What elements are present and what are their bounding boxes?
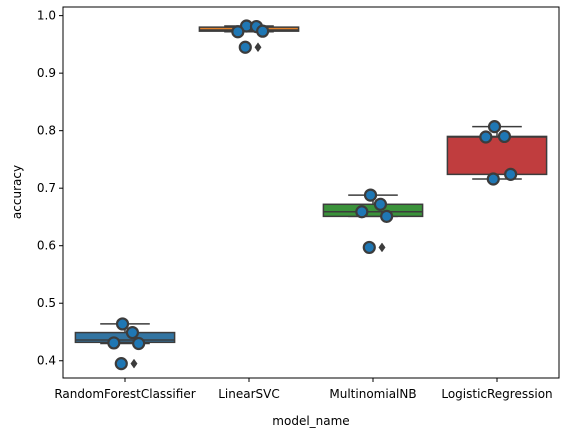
y-tick-label: 1.0	[37, 9, 56, 23]
data-point	[497, 129, 512, 144]
x-axis: RandomForestClassifier LinearSVC Multinomi…	[54, 378, 553, 401]
points-layer	[107, 19, 518, 371]
y-tick-label: 0.4	[37, 354, 56, 368]
x-tick-label: LinearSVC	[218, 387, 280, 401]
data-point	[238, 40, 252, 54]
y-axis: 0.4 0.5 0.6 0.7 0.8 0.9 1.0	[37, 9, 63, 368]
data-point	[355, 205, 369, 219]
y-tick-label: 0.6	[37, 239, 56, 253]
box	[446, 135, 548, 176]
x-axis-title: model_name	[272, 414, 349, 428]
data-point	[231, 25, 245, 39]
data-point	[486, 172, 500, 186]
outlier-marker	[254, 42, 262, 53]
box-group	[322, 194, 424, 253]
data-point	[114, 357, 128, 371]
data-point	[487, 120, 502, 134]
data-point	[380, 209, 394, 223]
data-point	[256, 24, 270, 38]
x-tick-label: RandomForestClassifier	[54, 387, 195, 401]
box	[74, 331, 176, 344]
plot-area	[63, 7, 559, 378]
data-point	[107, 336, 121, 350]
y-tick-label: 0.5	[37, 296, 56, 310]
data-point	[479, 130, 493, 144]
data-point	[115, 317, 130, 331]
data-point	[132, 336, 146, 351]
y-tick-label: 0.7	[37, 181, 56, 195]
data-point	[362, 240, 376, 255]
x-tick-label: MultinomialNB	[329, 387, 416, 401]
data-point	[125, 325, 140, 340]
outlier-marker	[130, 358, 138, 369]
y-tick-label: 0.9	[37, 66, 56, 80]
y-tick-label: 0.8	[37, 124, 56, 138]
data-point	[373, 197, 388, 211]
data-point	[363, 188, 378, 202]
data-point	[504, 167, 518, 181]
plot-frame	[62, 6, 560, 379]
box	[322, 203, 424, 218]
y-axis-title: accuracy	[10, 165, 24, 219]
outlier-marker	[378, 242, 386, 253]
x-tick-label: LogisticRegression	[441, 387, 552, 401]
